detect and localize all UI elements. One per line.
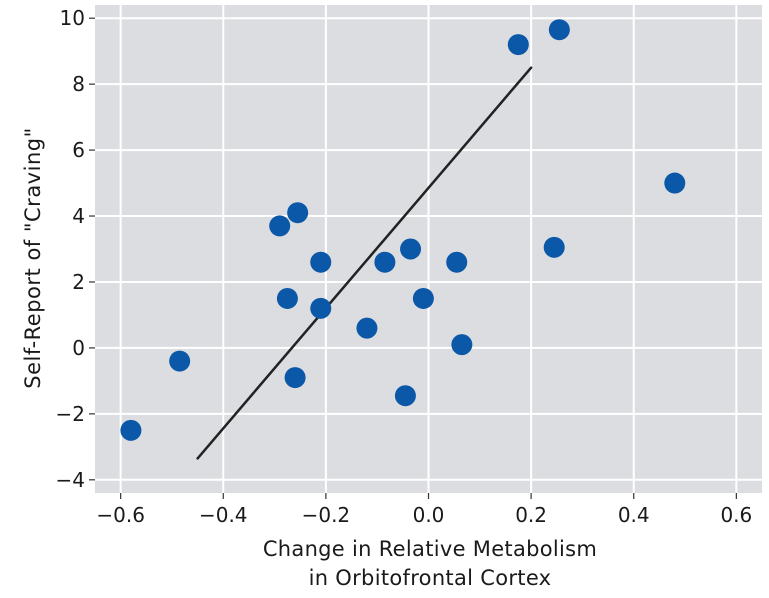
x-tick-label: −0.4: [199, 503, 248, 527]
y-tick-label: 2: [72, 270, 85, 294]
data-point: [394, 385, 416, 407]
data-point: [287, 202, 309, 224]
data-point: [276, 287, 298, 309]
data-point: [120, 419, 142, 441]
fit-line: [196, 66, 533, 460]
x-tick-label: 0.6: [720, 503, 752, 527]
y-tick-label: 0: [72, 336, 85, 360]
x-axis-label-line-1: Change in Relative Metabolism: [262, 537, 598, 561]
y-tick-label: 4: [72, 204, 85, 228]
data-point: [356, 317, 378, 339]
data-point: [169, 350, 191, 372]
x-tick-label: 0.4: [618, 503, 650, 527]
y-tick-label: 6: [72, 138, 85, 162]
x-tick-label: 0.2: [515, 503, 547, 527]
x-axis-label: Change in Relative Metabolism in Orbitof…: [170, 535, 690, 593]
y-tick-label: −4: [56, 468, 85, 492]
y-tick-label: −2: [56, 402, 85, 426]
y-tick-label: 10: [60, 6, 85, 30]
data-point: [412, 287, 434, 309]
data-point: [269, 215, 291, 237]
x-tick-label: −0.6: [96, 503, 145, 527]
x-tick-label: 0.0: [413, 503, 445, 527]
data-point: [664, 172, 686, 194]
data-point: [548, 19, 570, 41]
data-point: [451, 334, 473, 356]
x-axis-label-line-2: in Orbitofrontal Cortex: [308, 566, 552, 590]
data-point: [284, 367, 306, 389]
data-point: [446, 251, 468, 273]
y-axis-label-text: Self-Report of "Craving": [21, 127, 45, 389]
x-tick-label: −0.2: [302, 503, 351, 527]
data-point: [310, 297, 332, 319]
data-point: [374, 251, 396, 273]
y-tick-label: 8: [72, 72, 85, 96]
data-point: [400, 238, 422, 260]
data-point: [507, 34, 529, 56]
data-point: [543, 236, 565, 258]
data-point: [310, 251, 332, 273]
